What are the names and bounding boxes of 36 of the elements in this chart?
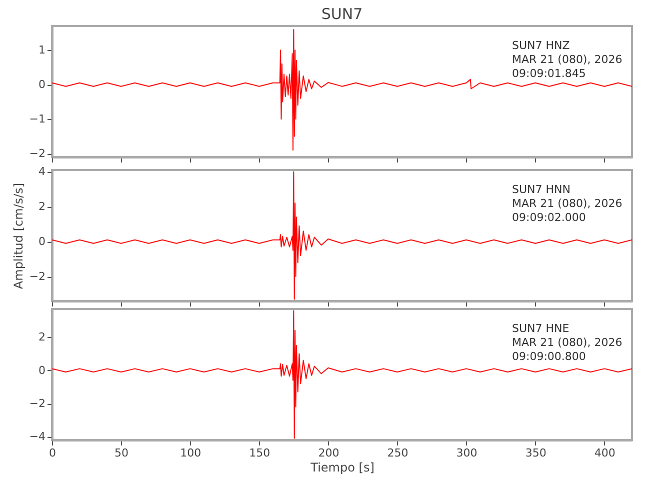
line-series [52,310,632,439]
annotation: 09:09:02.000 [512,211,586,224]
y-tick-label: 4 [38,165,46,178]
x-tick-label: 350 [525,446,546,460]
x-tick-label: 50 [114,446,129,460]
x-tick-label: 150 [249,446,270,460]
y-tick-label: 2 [38,200,46,214]
x-tick-label: 250 [387,446,408,460]
line-series [52,28,632,151]
y-tick-label: 0 [38,78,46,92]
line-series [52,171,632,300]
y-axis-title: Amplitud [cm/s/s] [11,182,26,290]
y-tick-label: −2 [29,270,46,284]
y-tick-label: 1 [38,44,46,57]
y-tick-label: 2 [38,330,46,344]
x-tick-label: 300 [456,446,478,460]
x-axis-title: Tiempo [s] [310,460,374,474]
y-tick-label: −4 [29,430,46,444]
annotation: SUN7 HNN [512,183,570,196]
x-tick-label: 200 [318,446,340,460]
y-tick-label: 0 [38,235,46,248]
annotation: MAR 21 (080), 2026 [512,197,622,210]
annotation: SUN7 HNE [512,322,570,335]
y-tick-label: −2 [29,397,46,410]
x-tick-label: 0 [49,446,56,460]
annotation: 09:09:00.800 [512,350,586,363]
annotation: MAR 21 (080), 2026 [512,336,622,349]
x-tick-label: 100 [180,446,202,460]
y-tick-label: −1 [29,112,46,126]
annotation: 09:09:01.845 [512,67,586,80]
annotation: MAR 21 (080), 2026 [512,53,622,66]
x-tick-label: 400 [594,446,616,460]
chart-title: SUN7 [321,5,363,23]
y-tick-label: −2 [29,147,46,160]
y-tick-label: 0 [38,364,46,377]
annotation: SUN7 HNZ [512,39,570,52]
